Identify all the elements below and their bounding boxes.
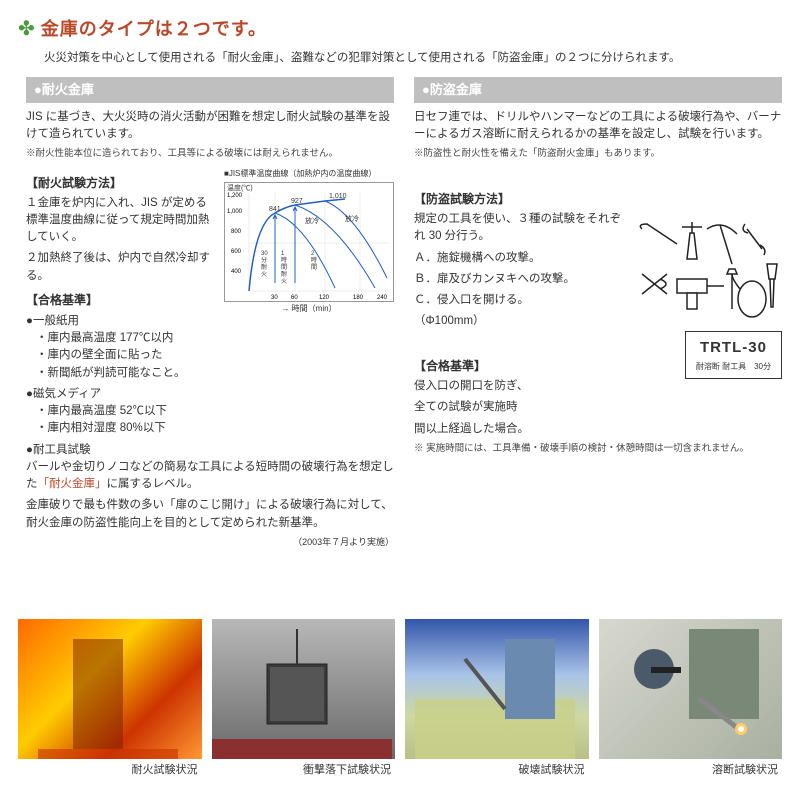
svg-text:927: 927 xyxy=(291,198,303,205)
fire-b1-3: ・新聞紙が判読可能なこと。 xyxy=(26,365,218,382)
svg-text:耐: 耐 xyxy=(281,270,287,278)
svg-text:間: 間 xyxy=(281,264,287,271)
photo-item: 破壊試験状況 xyxy=(405,619,589,779)
tools-illustration xyxy=(632,219,782,325)
svg-text:800: 800 xyxy=(231,229,242,235)
svg-text:2: 2 xyxy=(311,251,315,257)
svg-text:120: 120 xyxy=(319,295,330,301)
fire-b2: ●磁気メディア xyxy=(26,386,218,403)
svg-text:火: 火 xyxy=(261,271,267,278)
svg-text:耐: 耐 xyxy=(261,263,267,271)
certification-badge: TRTL-30 耐溶断 耐工具 30分 xyxy=(685,331,782,380)
burg-method-head: 【防盗試験方法】 xyxy=(414,190,782,208)
fire-m1: １金庫を炉内に入れ、JIS が定める標準温度曲線に従って規定時間加熱していく。 xyxy=(26,195,218,247)
fire-p1: JIS に基づき、大火災時の消火活動が困難を想定し耐火試験の基準を設けて造られて… xyxy=(26,109,394,144)
fire-b1: ●一般紙用 xyxy=(26,313,218,330)
burglary-safe-heading: ●防盗金庫 xyxy=(414,77,782,103)
svg-text:841: 841 xyxy=(269,206,281,213)
fire-safe-heading: ●耐火金庫 xyxy=(26,77,394,103)
svg-text:30: 30 xyxy=(261,251,268,257)
fire-b3: ●耐工具試験 xyxy=(26,442,394,459)
burg-mB: Ｂ．扉及びカンヌキへの攻撃。 xyxy=(414,271,624,288)
photo-caption: 耐火試験状況 xyxy=(18,762,202,779)
svg-text:1: 1 xyxy=(281,251,285,257)
fire-date: （2003年７月より実施） xyxy=(26,536,394,550)
fire-test-photo xyxy=(18,619,202,759)
chart-y-label: 温度(℃) xyxy=(227,185,253,193)
photo-item: 溶断試験状況 xyxy=(599,619,783,779)
fire-b1-1: ・庫内最高温度 177℃以内 xyxy=(26,330,218,347)
svg-text:600: 600 xyxy=(231,249,242,255)
svg-text:時: 時 xyxy=(281,256,287,264)
fire-b3-1c: に属するレベル。 xyxy=(107,478,199,490)
torch-test-photo xyxy=(599,619,783,759)
fire-b3-1: バールや金切りノコなどの簡易な工具による短時間の破壊行為を想定した「耐火金庫」に… xyxy=(26,459,394,494)
clover-icon: ✤ xyxy=(18,14,35,44)
header-row: ✤ 金庫のタイプは２つです。 xyxy=(18,14,782,44)
burg-note2: ※ 実施時間には、工具準備・破壊手順の検討・休憩時間は一切含まれません。 xyxy=(414,442,782,456)
svg-text:放冷: 放冷 xyxy=(305,216,319,225)
fire-b2-1: ・庫内最高温度 52℃以下 xyxy=(26,403,218,420)
svg-text:400: 400 xyxy=(231,269,242,275)
break-test-photo xyxy=(405,619,589,759)
burg-mC: Ｃ．侵入口を開ける。 xyxy=(414,292,624,309)
svg-text:60: 60 xyxy=(291,295,298,301)
burg-pass1: 侵入口の開口を防ぎ、 xyxy=(414,378,624,395)
svg-text:180: 180 xyxy=(353,295,364,301)
burg-p1: 日セフ連では、ドリルやハンマーなどの工具による破壊行為や、バーナーによるガス溶断… xyxy=(414,109,782,144)
burg-m1: 規定の工具を使い、３種の試験をそれぞれ 30 分行う。 xyxy=(414,211,624,246)
svg-text:間: 間 xyxy=(311,264,317,271)
columns: ●耐火金庫 JIS に基づき、大火災時の消火活動が困難を想定し耐火試験の基準を設… xyxy=(18,77,782,549)
photo-item: 耐火試験状況 xyxy=(18,619,202,779)
fire-method-head: 【耐火試験方法】 xyxy=(26,174,218,192)
chart-x-label: → 時間（min） xyxy=(224,303,394,315)
fire-b3-2: 金庫破りで最も件数の多い「扉のこじ開け」による破壊行為に対して、耐火金庫の防盗性… xyxy=(26,497,394,532)
drop-test-photo xyxy=(212,619,396,759)
photo-caption: 破壊試験状況 xyxy=(405,762,589,779)
photo-caption: 溶断試験状況 xyxy=(599,762,783,779)
svg-text:1,010: 1,010 xyxy=(329,193,347,200)
svg-text:1,000: 1,000 xyxy=(227,209,243,215)
svg-text:火: 火 xyxy=(281,278,287,285)
burg-pass3: 間以上経過した場合。 xyxy=(414,421,624,438)
burg-pass-head: 【合格基準】 xyxy=(414,357,624,375)
burg-note1: ※防盗性と耐火性を備えた「防盗耐火金庫」もあります。 xyxy=(414,147,782,161)
right-column: ●防盗金庫 日セフ連では、ドリルやハンマーなどの工具による破壊行為や、バーナーに… xyxy=(414,77,782,549)
chart-box: ■JIS標準温度曲線（加熱炉内の温度曲線） xyxy=(224,168,394,438)
fire-b2-2: ・庫内相対湿度 80%以下 xyxy=(26,420,218,437)
svg-text:分: 分 xyxy=(261,256,267,264)
photo-item: 衝撃落下試験状況 xyxy=(212,619,396,779)
photo-caption: 衝撃落下試験状況 xyxy=(212,762,396,779)
fire-m2: ２加熱終了後は、炉内で自然冷却する。 xyxy=(26,250,218,285)
photo-row: 耐火試験状況 衝撃落下試験状況 破壊試験状況 溶断試験状況 xyxy=(18,619,782,779)
svg-text:1,200: 1,200 xyxy=(227,193,243,199)
intro-text: 火災対策を中心として使用される「耐火金庫」、盗難などの犯罪対策として使用される「… xyxy=(18,50,782,67)
burg-pass2: 全ての試験が実施時 xyxy=(414,399,624,416)
fire-note1: ※耐火性能本位に造られており、工具等による破壊には耐えられません。 xyxy=(26,147,394,161)
fire-b3-1b: 「耐火金庫」 xyxy=(38,478,107,490)
chart-title: ■JIS標準温度曲線（加熱炉内の温度曲線） xyxy=(224,168,394,180)
cert-main: TRTL-30 xyxy=(696,337,771,360)
temperature-chart: 841 927 1,010 放冷 放冷 30 分 耐 火 1 時 間 耐 火 xyxy=(224,182,394,302)
left-column: ●耐火金庫 JIS に基づき、大火災時の消火活動が困難を想定し耐火試験の基準を設… xyxy=(26,77,394,549)
cert-sub: 耐溶断 耐工具 30分 xyxy=(696,361,771,373)
burg-mC2: （Φ100mm） xyxy=(414,313,624,330)
svg-text:時: 時 xyxy=(311,256,317,264)
svg-text:30: 30 xyxy=(271,295,278,301)
fire-pass-head: 【合格基準】 xyxy=(26,291,218,309)
page-title: 金庫のタイプは２つです。 xyxy=(41,16,267,43)
burg-mA: Ａ．施錠機構への攻撃。 xyxy=(414,250,624,267)
fire-b1-2: ・庫内の壁全面に貼った xyxy=(26,347,218,364)
svg-text:放冷: 放冷 xyxy=(345,214,359,223)
svg-text:240: 240 xyxy=(377,295,388,301)
